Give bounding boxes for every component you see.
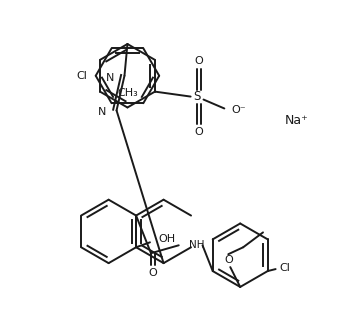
- Text: O: O: [149, 268, 157, 278]
- Text: NH: NH: [189, 240, 204, 250]
- Text: OH: OH: [158, 234, 175, 244]
- Text: S: S: [193, 90, 200, 103]
- Text: CH₃: CH₃: [117, 88, 138, 97]
- Text: N: N: [98, 108, 107, 117]
- Text: N: N: [106, 73, 114, 83]
- Text: O: O: [194, 127, 203, 137]
- Text: Na⁺: Na⁺: [285, 114, 309, 127]
- Text: Cl: Cl: [76, 71, 87, 81]
- Text: O⁻: O⁻: [231, 105, 246, 115]
- Text: O: O: [224, 255, 233, 265]
- Text: O: O: [194, 56, 203, 66]
- Text: Cl: Cl: [280, 263, 291, 273]
